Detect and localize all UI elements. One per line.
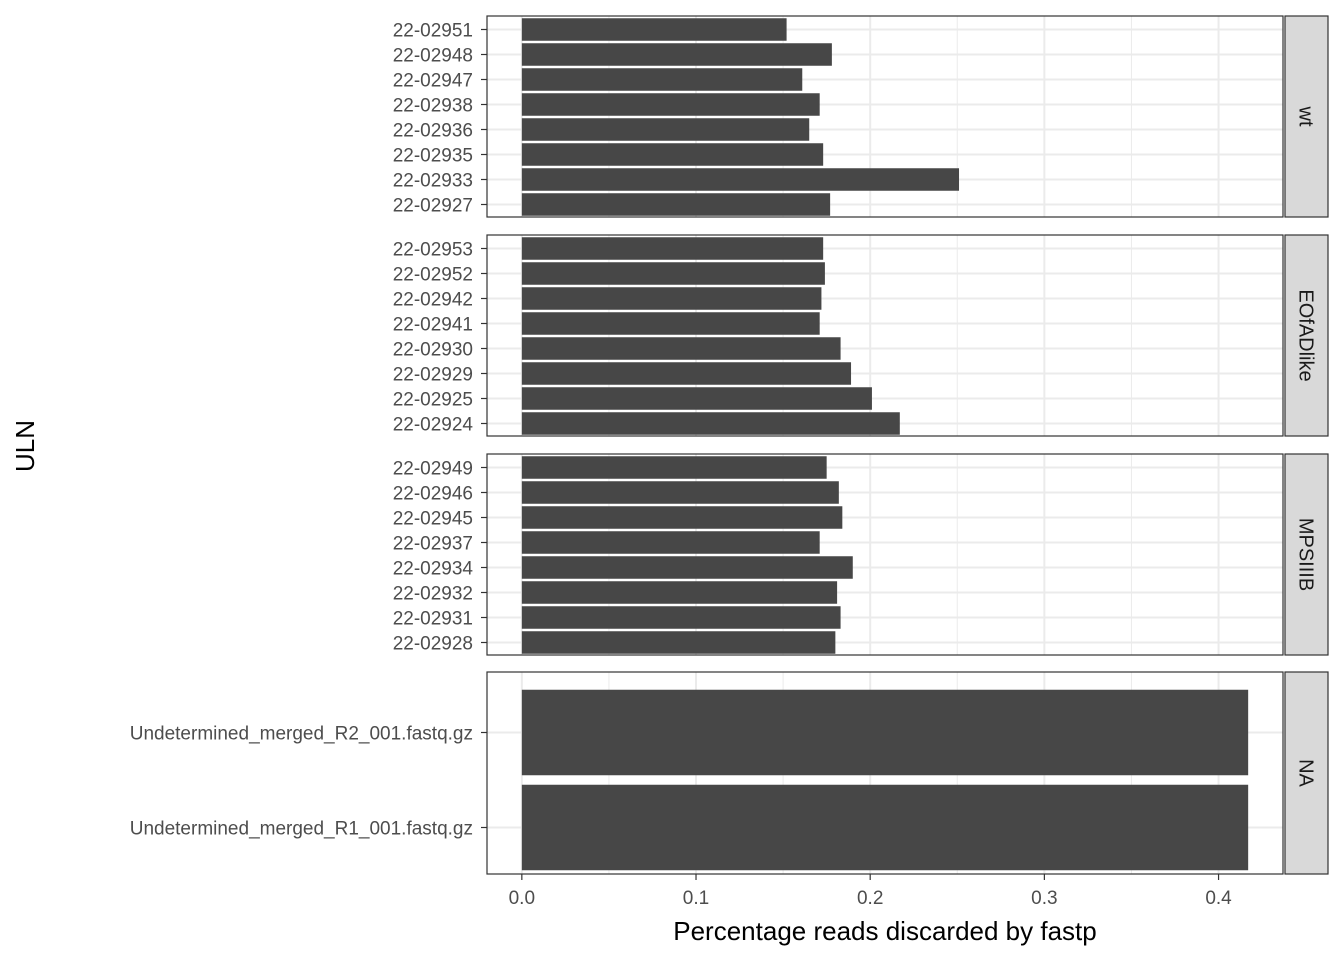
bar-22-02933	[521, 168, 960, 191]
facet-strip: wt	[1284, 15, 1329, 218]
bar-22-02937	[521, 531, 820, 554]
x-tick-label: 0.4	[1205, 888, 1232, 909]
bars	[521, 689, 1249, 871]
y-tick-label: 22-02942	[393, 290, 473, 311]
y-tick-label: 22-02929	[393, 365, 473, 386]
y-tick-label: 22-02935	[393, 146, 473, 167]
y-tick-label: 22-02949	[393, 459, 473, 480]
x-axis: 0.0 0.1 0.2 0.3 0.4	[509, 874, 1232, 909]
strip-background	[1284, 671, 1329, 875]
facet-panel-NA: Undetermined_merged_R2_001.fastq.gz Undet…	[130, 671, 1329, 875]
strip-background	[1284, 15, 1329, 218]
y-tick-label: 22-02937	[393, 534, 473, 555]
y-tick-label: Undetermined_merged_R1_001.fastq.gz	[130, 819, 473, 840]
bar-22-02945	[521, 506, 843, 529]
x-tick-label: 0.1	[683, 888, 709, 909]
panel-border	[486, 15, 1284, 218]
panel-border	[486, 234, 1284, 437]
y-tick-label: 22-02936	[393, 121, 473, 142]
bar-22-02931	[521, 606, 841, 629]
bar-22-02951	[521, 18, 787, 41]
strip-background	[1284, 453, 1329, 656]
panel-border	[486, 453, 1284, 656]
x-tick-label: 0.0	[509, 888, 535, 909]
x-axis-title: Percentage reads discarded by fastp	[673, 916, 1096, 946]
facet-panel-wt: 22-02951 22-02948 22-02947 22-02938 22-02936…	[393, 15, 1329, 218]
bar-22-02948	[521, 43, 832, 66]
y-tick-label: 22-02931	[393, 609, 473, 630]
bar-22-02952	[521, 262, 825, 285]
y-tick-label: 22-02945	[393, 509, 473, 530]
y-tick-label: 22-02952	[393, 265, 473, 286]
bars	[521, 456, 853, 654]
strip-background	[1284, 234, 1329, 437]
y-axis-labels: 22-02953 22-02952 22-02942 22-02941 22-02930…	[393, 240, 487, 436]
bar-22-02932	[521, 581, 838, 604]
bar-22-02946	[521, 481, 839, 504]
bar-22-02942	[521, 287, 822, 310]
y-tick-label: 22-02951	[393, 21, 473, 42]
strip-label: EOfADlike	[1295, 289, 1317, 381]
bar-22-02953	[521, 237, 824, 260]
y-tick-label: 22-02934	[393, 559, 474, 580]
strip-label: MPSIIIB	[1295, 518, 1317, 591]
chart-panels: 22-02951 22-02948 22-02947 22-02938 22-02936…	[130, 15, 1329, 875]
y-axis-title: ULN	[10, 420, 40, 472]
facet-strip: MPSIIIB	[1284, 453, 1329, 656]
bar-22-02936	[521, 118, 810, 141]
y-tick-label: 22-02928	[393, 634, 473, 655]
bar-22-02935	[521, 143, 824, 166]
bar-Undetermined_merged_R1_001.fastq.gz	[521, 784, 1249, 871]
bar-22-02938	[521, 93, 820, 116]
bars	[521, 237, 900, 435]
y-axis-labels: 22-02949 22-02946 22-02945 22-02937 22-02934…	[393, 459, 487, 655]
bar-22-02929	[521, 362, 852, 385]
bar-22-02947	[521, 68, 803, 91]
strip-label: NA	[1295, 759, 1317, 787]
y-tick-label: 22-02930	[393, 340, 473, 361]
y-axis-labels: Undetermined_merged_R2_001.fastq.gz Undet…	[130, 724, 487, 840]
bar-22-02949	[521, 456, 827, 479]
bar-22-02927	[521, 193, 831, 216]
x-tick-label: 0.3	[1031, 888, 1057, 909]
bars	[521, 18, 960, 216]
y-axis-labels: 22-02951 22-02948 22-02947 22-02938 22-02936…	[393, 21, 487, 217]
y-tick-label: Undetermined_merged_R2_001.fastq.gz	[130, 724, 473, 745]
y-tick-label: 22-02941	[393, 315, 473, 336]
bar-22-02930	[521, 337, 841, 360]
y-tick-label: 22-02925	[393, 390, 473, 411]
y-tick-label: 22-02948	[393, 46, 473, 67]
y-tick-label: 22-02933	[393, 171, 473, 192]
bar-22-02934	[521, 556, 853, 579]
bar-22-02924	[521, 412, 900, 435]
bar-22-02928	[521, 631, 836, 654]
strip-label: wt	[1295, 106, 1317, 127]
facet-panel-MPSIIIB: 22-02949 22-02946 22-02945 22-02937 22-02934…	[393, 453, 1329, 656]
y-tick-label: 22-02938	[393, 96, 473, 117]
bar-22-02941	[521, 312, 820, 335]
y-tick-label: 22-02953	[393, 240, 473, 261]
y-tick-label: 22-02947	[393, 71, 473, 92]
y-tick-label: 22-02924	[393, 415, 474, 436]
y-tick-label: 22-02946	[393, 484, 473, 505]
facet-panel-EOfADlike: 22-02953 22-02952 22-02942 22-02941 22-02930…	[393, 234, 1329, 437]
x-tick-label: 0.2	[857, 888, 883, 909]
bar-Undetermined_merged_R2_001.fastq.gz	[521, 689, 1249, 776]
panel-border	[486, 671, 1284, 875]
bar-22-02925	[521, 387, 872, 410]
facet-strip: NA	[1284, 671, 1329, 875]
y-tick-label: 22-02932	[393, 584, 473, 605]
y-tick-label: 22-02927	[393, 196, 473, 217]
facet-strip: EOfADlike	[1284, 234, 1329, 437]
